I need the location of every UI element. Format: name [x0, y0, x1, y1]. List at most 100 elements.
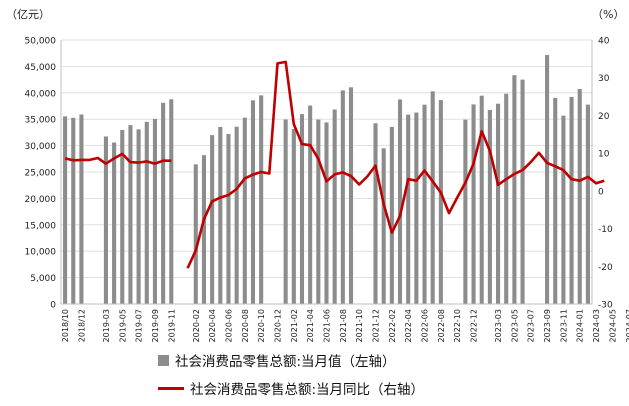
- bar: [120, 129, 125, 304]
- bar: [63, 116, 68, 304]
- bar: [381, 148, 386, 304]
- x-tick-label: 2020-08: [241, 309, 250, 342]
- x-tick-label: 2022-12: [470, 309, 479, 342]
- x-tick-label: 2021-04: [306, 309, 315, 342]
- x-tick-label: 2019-07: [135, 309, 144, 342]
- x-tick-label: 2023-07: [527, 309, 536, 342]
- left-tick-label: 10,000: [25, 248, 57, 258]
- right-tick-label: -30: [598, 301, 613, 311]
- x-tick-label: 2019-03: [102, 309, 111, 342]
- bar: [210, 135, 215, 304]
- x-tick-label: 2024-03: [592, 309, 601, 342]
- bar: [299, 114, 305, 304]
- bar: [79, 114, 84, 305]
- bar: [422, 104, 427, 305]
- left-tick-label: 0: [50, 301, 56, 311]
- bar: [520, 79, 525, 304]
- bar: [397, 99, 403, 305]
- x-tick-label: 2023-09: [543, 309, 552, 342]
- legend-bar-swatch: [158, 354, 169, 366]
- bar: [463, 119, 468, 304]
- x-tick-label: 2022-06: [421, 309, 430, 342]
- x-tick-label: 2019-11: [167, 309, 176, 342]
- bar: [250, 100, 256, 304]
- bar: [242, 117, 247, 305]
- bar: [545, 55, 550, 304]
- legend-line-swatch: [158, 386, 184, 390]
- bar: [218, 126, 223, 304]
- right-tick-label: 20: [598, 112, 610, 122]
- right-tick-label: -20: [598, 263, 613, 273]
- x-tick-label: 2020-12: [273, 309, 282, 342]
- left-tick-label: 20,000: [25, 195, 57, 205]
- left-tick-label: 40,000: [25, 89, 57, 99]
- bar: [585, 104, 590, 305]
- x-tick-label: 2021-02: [290, 309, 299, 342]
- left-tick-label: 5,000: [30, 274, 56, 284]
- bar: [348, 87, 354, 304]
- line-segment: [186, 60, 605, 269]
- x-tick-label: 2024-01: [576, 309, 585, 342]
- x-axis-ticks: 2018/10 2018/12 2019-03 2019-05 2019-07 2019-…: [61, 309, 629, 342]
- bar: [414, 112, 419, 304]
- x-tick-label: 2018/10: [61, 309, 70, 342]
- bar: [496, 103, 501, 304]
- right-tick-label: 40: [598, 37, 610, 47]
- legend-bar: 社会消费品零售总额:当月值（左轴）: [158, 350, 396, 370]
- x-tick-label: 2024-05: [608, 309, 617, 342]
- bar: [152, 118, 157, 304]
- bar: [259, 95, 264, 304]
- line-segment: [64, 152, 172, 165]
- left-tick-label: 50,000: [25, 37, 57, 47]
- bar: [112, 142, 117, 304]
- right-tick-label: 0: [598, 187, 604, 197]
- left-axis-ticks: 0 5,000 10,000 15,000 20,000 25,000 30,000 35,0…: [25, 37, 57, 311]
- x-tick-label: 2024-07: [625, 309, 629, 342]
- right-tick-label: 30: [598, 74, 610, 84]
- bar: [577, 89, 582, 304]
- right-tick-label: 10: [598, 150, 610, 160]
- bar: [144, 121, 149, 305]
- bar: [324, 122, 329, 304]
- left-tick-label: 15,000: [25, 221, 57, 231]
- legend-line: 社会消费品零售总额:当月同比（右轴）: [158, 378, 424, 398]
- x-tick-label: 2022-08: [437, 309, 446, 342]
- left-tick-label: 35,000: [25, 116, 57, 126]
- line-series: [64, 60, 605, 269]
- legend-line-label: 社会消费品零售总额:当月同比（右轴）: [190, 382, 425, 398]
- x-tick-label: 2021-08: [339, 309, 348, 342]
- x-tick-label: 2019-05: [118, 309, 127, 342]
- bar-series: [63, 55, 590, 305]
- left-tick-label: 30,000: [25, 142, 57, 152]
- x-tick-label: 2021-06: [323, 309, 332, 342]
- x-tick-label: 2021-12: [372, 309, 381, 342]
- right-tick-label: -10: [598, 225, 613, 235]
- x-tick-label: 2023-11: [559, 309, 568, 342]
- bar: [553, 97, 558, 305]
- bar: [479, 95, 484, 304]
- bar: [561, 115, 566, 304]
- x-tick-label: 2023-05: [510, 309, 519, 342]
- bar: [136, 129, 141, 304]
- right-axis-ticks: -30 -20 -10 0 10 20 30 40: [598, 37, 613, 311]
- bar: [201, 155, 207, 304]
- x-tick-label: 2020-10: [257, 309, 266, 342]
- bar: [234, 126, 239, 304]
- x-tick-label: 2018/12: [77, 309, 86, 342]
- bar: [406, 114, 411, 304]
- bar: [161, 102, 166, 304]
- x-tick-label: 2020-06: [224, 309, 233, 342]
- bar: [308, 105, 313, 304]
- x-tick-label: 2020-04: [208, 309, 217, 342]
- bar: [430, 91, 435, 305]
- x-tick-label: 2019-09: [151, 309, 160, 342]
- bar: [389, 126, 394, 304]
- legend-bar-label: 社会消费品零售总额:当月值（左轴）: [175, 354, 396, 370]
- bar: [504, 93, 509, 304]
- bar: [340, 90, 345, 304]
- left-tick-label: 45,000: [25, 63, 57, 73]
- x-tick-label: 2021-10: [355, 309, 364, 342]
- bar: [71, 117, 76, 304]
- x-tick-label: 2023-03: [494, 309, 503, 342]
- x-tick-label: 2022-10: [453, 309, 462, 342]
